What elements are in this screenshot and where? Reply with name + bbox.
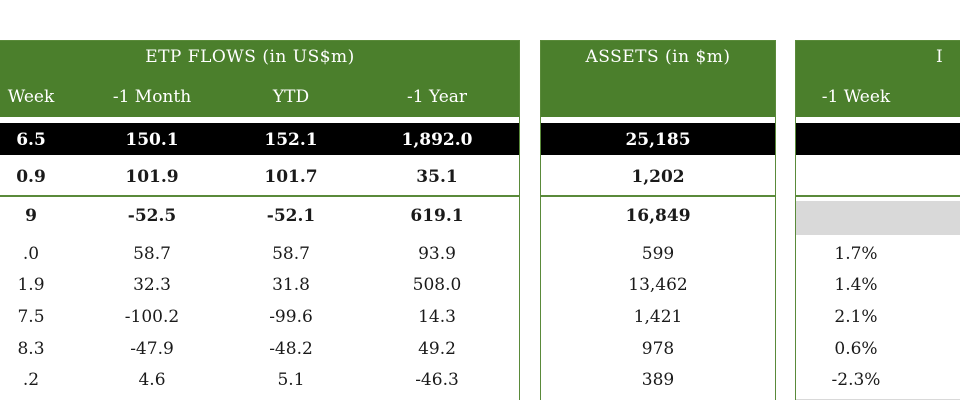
flow-cell: 14.3 [418,307,456,327]
etp-flows-header: ETP FLOWS (in US$m) Week -1 Month YTD -1… [0,41,519,117]
assets-header: ASSETS (in $m) [541,41,775,117]
flow-cell: 35.1 [416,167,458,187]
table-row: 599 [541,241,775,271]
flow-cell: 58.7 [272,244,310,264]
table-row: 1.7% [796,241,960,271]
flow-cell: 619.1 [410,206,464,226]
assets-title: ASSETS (in $m) [585,47,731,67]
perf-cell: 1.4% [834,275,878,295]
flow-cell: 32.3 [133,275,171,295]
flow-cell: -47.9 [130,339,174,359]
asset-cell: 1,202 [631,167,685,187]
table-row: 25,185 [541,123,775,155]
asset-cell: 13,462 [628,275,688,295]
table-row: 13,462 [541,272,775,302]
col-1-month: -1 Month [112,87,192,107]
table-row: 978 [541,336,775,366]
asset-cell: 389 [641,370,675,390]
flow-cell: -52.1 [266,206,316,226]
flow-cell: -46.3 [415,370,459,390]
flow-cell: 31.8 [272,275,310,295]
assets-panel: ASSETS (in $m) 25,185 1,202 16,849 599 1… [540,40,776,400]
col-1-week: -1 Week [821,87,891,107]
table-row: 6.5 150.1 152.1 1,892.0 [0,123,519,155]
flow-cell: 508.0 [412,275,462,295]
asset-cell: 1,421 [633,307,683,327]
table-row [796,123,960,155]
asset-cell: 978 [641,339,675,359]
flow-cell: 49.2 [418,339,456,359]
flow-cell: 150.1 [125,130,179,150]
flow-cell: 93.9 [418,244,456,264]
etp-flows-title: ETP FLOWS (in US$m) [145,47,355,67]
flow-cell: -99.6 [269,307,313,327]
table-row: 8.3 -47.9 -48.2 49.2 [0,336,519,366]
col-1-year: -1 Year [406,87,468,107]
flow-cell: 1,892.0 [401,130,473,150]
flow-cell: 8.3 [17,339,45,359]
asset-cell: 16,849 [625,206,691,226]
asset-cell: 599 [641,244,675,264]
table-row: 1.4% [796,272,960,302]
table-row: 2.1% [796,304,960,334]
flow-cell: -48.2 [269,339,313,359]
performance-header: I -1 Week [796,41,960,117]
flow-cell: 6.5 [16,130,46,150]
flow-cell: 101.9 [125,167,179,187]
flow-cell: 7.5 [17,307,45,327]
table-row: -2.3% [796,367,960,397]
table-row: 0.9 101.9 101.7 35.1 [0,159,519,197]
performance-title: I [936,47,944,67]
flow-cell: .0 [22,244,40,264]
col-ytd: YTD [272,87,310,107]
perf-cell: 1.7% [834,244,878,264]
flow-cell: 0.9 [16,167,46,187]
table-row: .2 4.6 5.1 -46.3 [0,367,519,397]
flow-cell: -52.5 [127,206,177,226]
etp-flows-panel: ETP FLOWS (in US$m) Week -1 Month YTD -1… [0,40,520,400]
performance-panel: I -1 Week 1.7% 1.4% 2.1% 0.6% -2.3% [795,40,960,400]
table-row: 7.5 -100.2 -99.6 14.3 [0,304,519,334]
table-row [796,159,960,197]
perf-cell: 2.1% [834,307,878,327]
flow-cell: 4.6 [138,370,166,390]
flow-cell: 1.9 [17,275,45,295]
table-row: 1,202 [541,159,775,197]
flow-cell: -100.2 [124,307,180,327]
flow-cell: 9 [25,206,37,226]
table-row: .0 58.7 58.7 93.9 [0,241,519,271]
table-row [796,201,960,235]
table-row: 16,849 [541,201,775,235]
table-row: 9 -52.5 -52.1 619.1 [0,201,519,235]
perf-cell: 0.6% [834,339,878,359]
table-row: 1,421 [541,304,775,334]
asset-cell: 25,185 [625,130,691,150]
table-row: 0.6% [796,336,960,366]
flow-cell: 58.7 [133,244,171,264]
table-row: 1.9 32.3 31.8 508.0 [0,272,519,302]
perf-cell: -2.3% [831,370,881,390]
table-row: 389 [541,367,775,397]
flow-cell: 152.1 [264,130,318,150]
col-week: Week [7,87,55,107]
flow-cell: 5.1 [277,370,305,390]
flow-cell: 101.7 [264,167,318,187]
flow-cell: .2 [22,370,40,390]
